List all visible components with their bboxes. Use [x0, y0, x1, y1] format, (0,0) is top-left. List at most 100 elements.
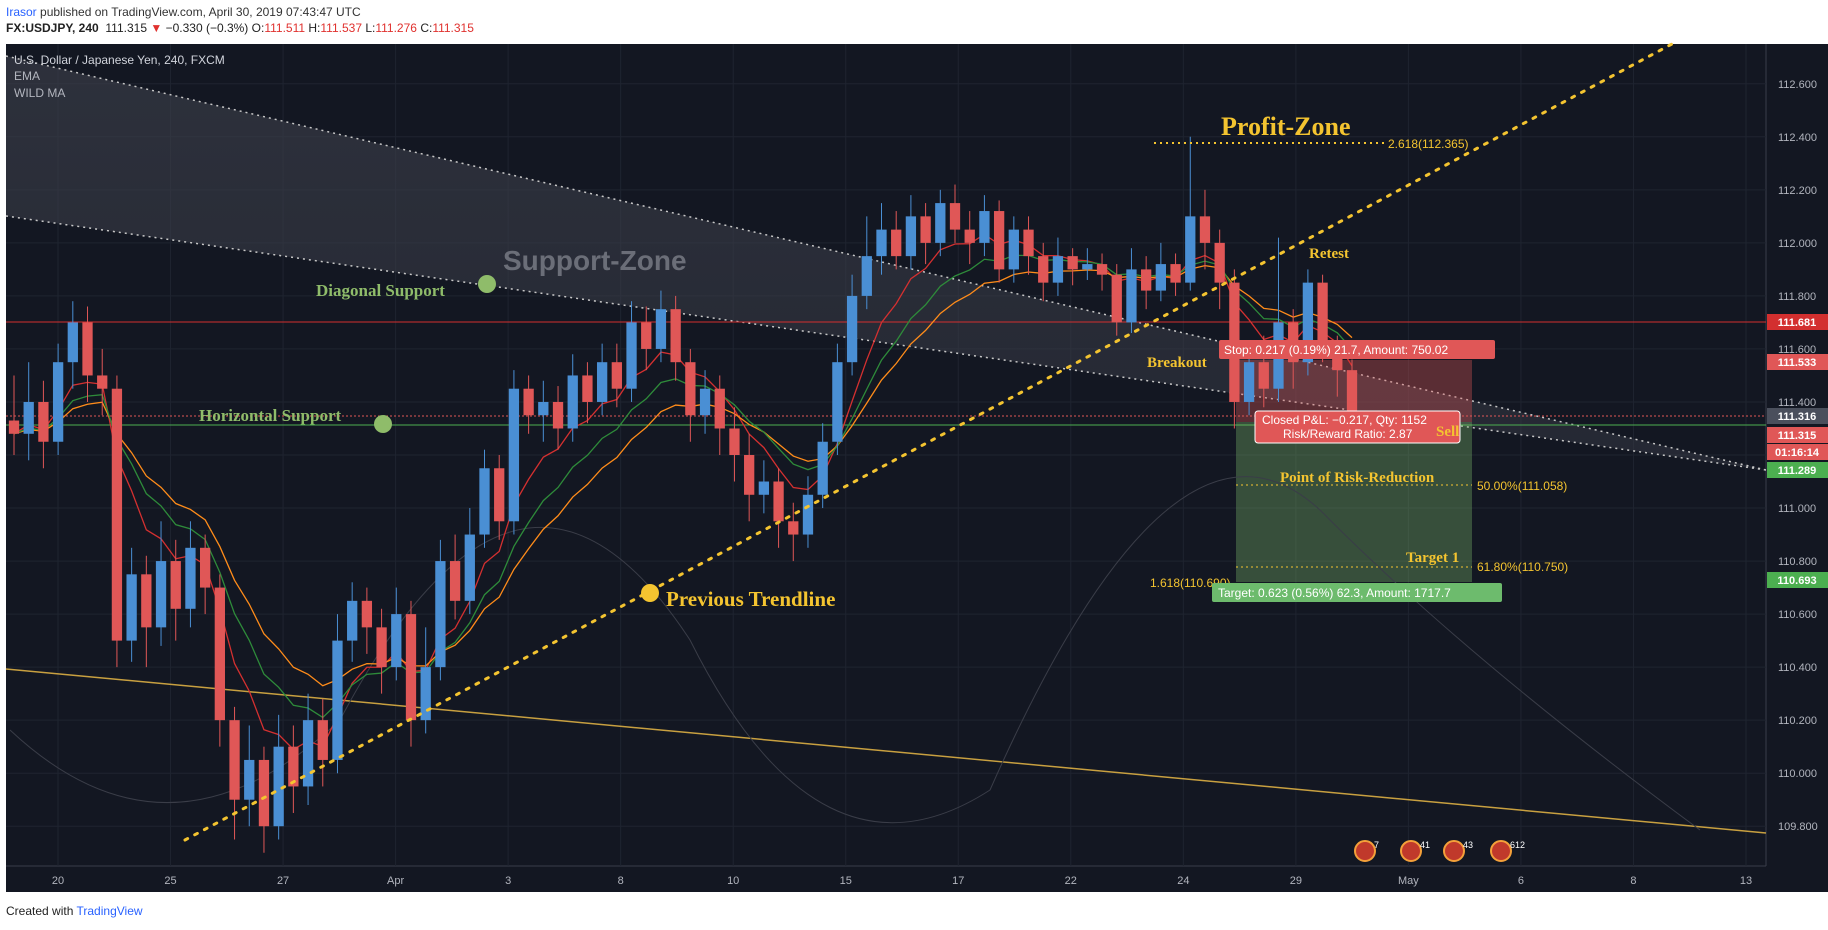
candle-body [1258, 362, 1269, 389]
event-badge-3: 43 [1463, 840, 1473, 850]
breakout-label: Breakout [1147, 355, 1207, 371]
candle-body [1170, 264, 1181, 283]
price-tick-label: 111.000 [1778, 503, 1816, 515]
event-badge-1: 7 [1374, 840, 1379, 850]
price-tick-label: 110.000 [1778, 768, 1817, 780]
candle-body [552, 401, 564, 429]
candle-body [52, 362, 64, 442]
price-tick-label: 111.400 [1778, 397, 1816, 409]
price-tick-label: 112.600 [1778, 79, 1817, 91]
published-text: published on TradingView.com, April 30, … [40, 5, 361, 19]
legend-instrument: U.S. Dollar / Japanese Yen, 240, FXCM [14, 53, 225, 67]
candle-body [97, 375, 108, 389]
price-tick-label: 112.200 [1778, 185, 1817, 197]
candle-body [185, 547, 196, 609]
event-badges[interactable]: 7 41 43 612 [1354, 840, 1525, 862]
candle-body [758, 481, 770, 495]
candle-body [1243, 362, 1255, 402]
price-badge-label: 111.533 [1778, 357, 1817, 369]
candle-body [1141, 269, 1152, 291]
candle-body [802, 494, 814, 535]
candle-body [655, 309, 667, 349]
candle-body [1038, 256, 1049, 283]
us-flag-icon[interactable] [1400, 840, 1422, 862]
legend-wild-ma[interactable]: WILD MA [14, 86, 65, 100]
price-badge-label: 111.681 [1778, 317, 1817, 329]
price-badge-label: 111.289 [1778, 465, 1817, 477]
time-axis-background [6, 866, 1828, 892]
diagonal-support-marker [478, 275, 496, 293]
candle-body [979, 211, 990, 243]
candle-body [376, 627, 387, 668]
candle-body [920, 216, 931, 243]
overlays [183, 42, 1674, 842]
candle-body [744, 455, 755, 495]
candle-body [435, 561, 446, 668]
down-arrow-icon: ▼ [150, 21, 163, 35]
price-badge [1767, 314, 1828, 330]
low-value: 111.276 [375, 21, 417, 35]
previous-trendline-marker [641, 584, 659, 602]
candle-body [347, 600, 358, 641]
candle-body [288, 746, 299, 787]
candle-body [1155, 264, 1167, 291]
legend-ema[interactable]: EMA [14, 69, 40, 83]
created-with-text: Created with [6, 904, 74, 918]
us-flag-icon[interactable] [1490, 840, 1512, 862]
candle-body [935, 203, 946, 243]
price-tick-label: 111.800 [1778, 291, 1816, 303]
closed-pl-box[interactable] [1254, 410, 1461, 444]
candle-body [8, 420, 20, 434]
candle-body [494, 468, 505, 522]
candle-body [23, 401, 34, 434]
candle-body [1302, 282, 1314, 363]
price-change: −0.330 (−0.3%) [165, 21, 249, 35]
candle-body [449, 561, 461, 601]
candle-body [1052, 256, 1064, 283]
target1-label: Target 1 [1406, 550, 1459, 566]
profit-zone-label: Profit-Zone [1221, 112, 1351, 141]
time-tick-label: 25 [164, 875, 176, 887]
time-tick-label: 22 [1065, 875, 1077, 887]
candle-body [861, 256, 872, 296]
open-label: O: [251, 21, 265, 35]
time-tick-label: May [1398, 875, 1419, 887]
candle-body [1185, 216, 1196, 283]
support-zone-upper-line [5, 55, 1767, 471]
us-flag-icon[interactable] [1443, 840, 1465, 862]
symbol-label: FX:USDJPY, 240 [6, 21, 99, 35]
last-price: 111.315 [105, 21, 147, 35]
candle-body [332, 640, 343, 760]
target-zone [1236, 422, 1472, 582]
price-chart[interactable]: 112.600 112.400 112.200 112.000 111.800 111.6… [0, 0, 1828, 900]
price-badge-label: 110.693 [1777, 575, 1816, 587]
candle-body [155, 561, 167, 628]
tradingview-logo[interactable]: TradingView [76, 904, 143, 918]
risk-reward-text: Risk/Reward Ratio: 2.87 [1283, 427, 1413, 441]
candle-body [1067, 256, 1078, 270]
event-badge-4: 612 [1510, 840, 1525, 850]
candle-body [361, 600, 373, 628]
candle-body [993, 211, 1005, 270]
candle-body [420, 667, 431, 721]
us-flag-icon[interactable] [1354, 840, 1376, 862]
retest-label: Retest [1309, 246, 1349, 262]
ohlc-line: FX:USDJPY, 240 111.315 ▼ −0.330 (−0.3%) … [6, 21, 474, 35]
candle-body [538, 401, 549, 416]
low-label: L: [365, 21, 376, 35]
stop-box[interactable] [1219, 340, 1495, 359]
username-link[interactable]: Irasor [6, 5, 37, 19]
candle-body [1008, 229, 1019, 270]
candle-body [596, 362, 608, 402]
price-tick-label: 110.400 [1778, 662, 1817, 674]
target-box[interactable] [1212, 583, 1502, 602]
candle-body [641, 322, 652, 349]
price-badge [1767, 462, 1828, 478]
horizontal-support-label: Horizontal Support [199, 406, 341, 425]
event-badge-2: 41 [1420, 840, 1430, 850]
time-tick-label: 13 [1740, 875, 1752, 887]
candle-body [1346, 370, 1358, 424]
candle-body [582, 375, 593, 402]
candle-body [67, 322, 78, 363]
candle-body [82, 322, 93, 376]
